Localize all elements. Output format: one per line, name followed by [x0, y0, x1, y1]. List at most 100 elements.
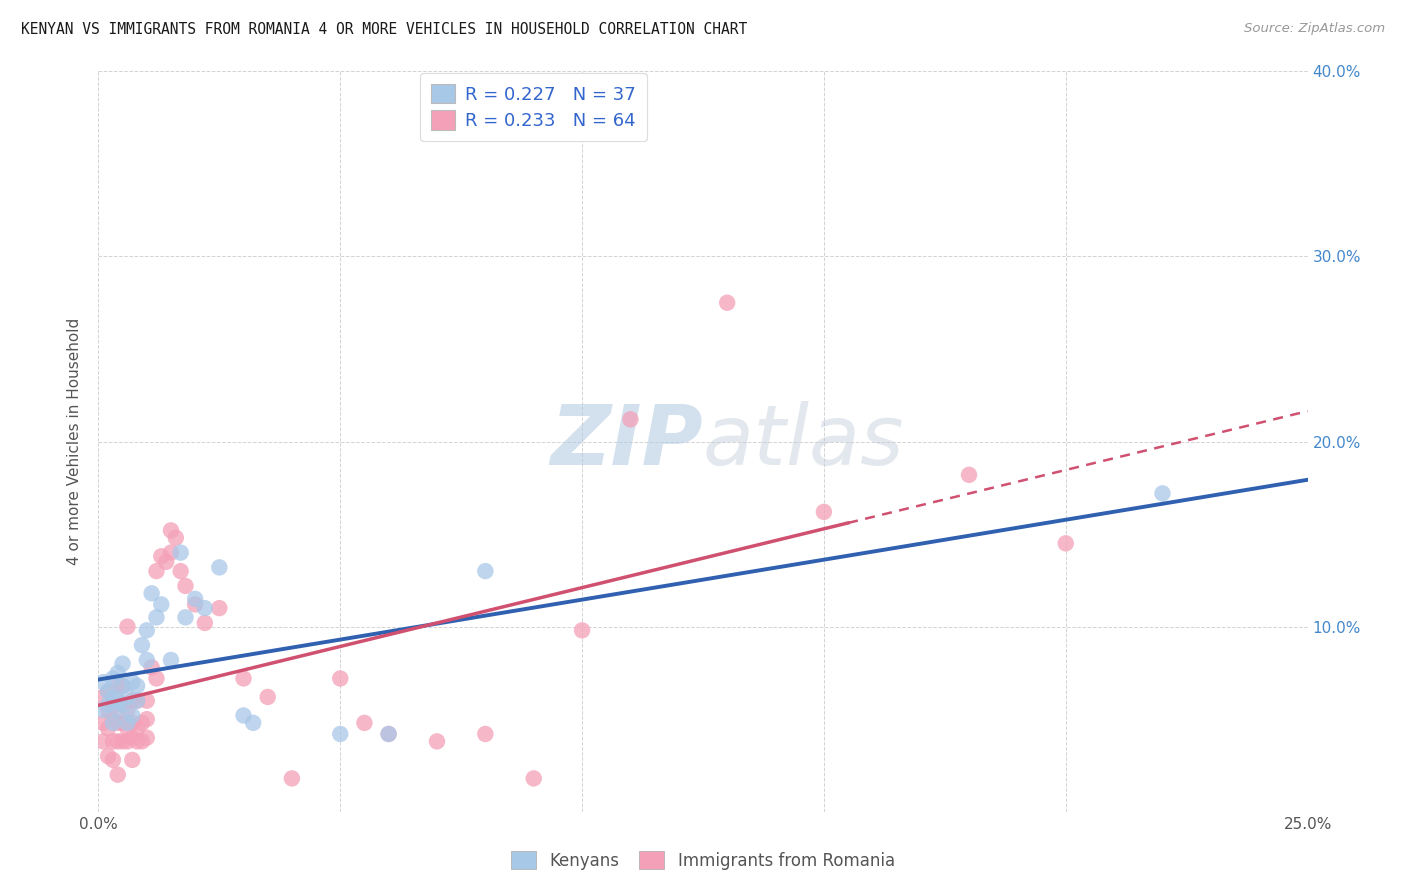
- Point: [131, 734, 153, 748]
- Point: [329, 672, 352, 686]
- Point: [117, 703, 139, 717]
- Point: [169, 545, 191, 560]
- Point: [135, 694, 157, 708]
- Point: [571, 624, 593, 638]
- Point: [111, 679, 134, 693]
- Point: [174, 579, 197, 593]
- Point: [101, 672, 124, 686]
- Point: [101, 753, 124, 767]
- Point: [107, 679, 129, 693]
- Point: [232, 672, 254, 686]
- Point: [174, 610, 197, 624]
- Text: Source: ZipAtlas.com: Source: ZipAtlas.com: [1244, 22, 1385, 36]
- Point: [91, 703, 114, 717]
- Point: [160, 545, 183, 560]
- Point: [107, 665, 129, 680]
- Point: [135, 712, 157, 726]
- Point: [91, 675, 114, 690]
- Text: ZIP: ZIP: [550, 401, 703, 482]
- Point: [232, 708, 254, 723]
- Point: [377, 727, 399, 741]
- Point: [353, 715, 375, 730]
- Point: [121, 675, 143, 690]
- Point: [957, 467, 980, 482]
- Point: [145, 610, 167, 624]
- Point: [121, 708, 143, 723]
- Point: [131, 715, 153, 730]
- Point: [194, 615, 217, 630]
- Point: [150, 549, 173, 564]
- Point: [97, 703, 120, 717]
- Point: [101, 734, 124, 748]
- Point: [208, 601, 231, 615]
- Point: [107, 694, 129, 708]
- Point: [141, 586, 163, 600]
- Point: [1152, 486, 1174, 500]
- Point: [97, 722, 120, 736]
- Point: [256, 690, 278, 704]
- Point: [97, 749, 120, 764]
- Point: [160, 653, 183, 667]
- Point: [155, 555, 177, 569]
- Point: [208, 560, 231, 574]
- Point: [107, 734, 129, 748]
- Point: [131, 638, 153, 652]
- Point: [107, 703, 129, 717]
- Point: [135, 653, 157, 667]
- Point: [474, 564, 496, 578]
- Point: [716, 295, 738, 310]
- Point: [426, 734, 449, 748]
- Point: [377, 727, 399, 741]
- Point: [145, 672, 167, 686]
- Point: [127, 722, 149, 736]
- Legend: R = 0.227   N = 37, R = 0.233   N = 64: R = 0.227 N = 37, R = 0.233 N = 64: [420, 73, 647, 141]
- Point: [135, 624, 157, 638]
- Point: [160, 524, 183, 538]
- Point: [813, 505, 835, 519]
- Point: [111, 679, 134, 693]
- Point: [169, 564, 191, 578]
- Point: [121, 731, 143, 745]
- Point: [111, 698, 134, 712]
- Point: [281, 772, 304, 786]
- Text: atlas: atlas: [703, 401, 904, 482]
- Point: [135, 731, 157, 745]
- Point: [91, 734, 114, 748]
- Point: [184, 598, 207, 612]
- Point: [127, 734, 149, 748]
- Point: [523, 772, 546, 786]
- Point: [97, 684, 120, 698]
- Point: [184, 591, 207, 606]
- Point: [101, 715, 124, 730]
- Point: [107, 715, 129, 730]
- Point: [127, 694, 149, 708]
- Point: [117, 715, 139, 730]
- Point: [474, 727, 496, 741]
- Point: [121, 694, 143, 708]
- Point: [107, 767, 129, 781]
- Point: [121, 753, 143, 767]
- Point: [111, 715, 134, 730]
- Point: [117, 734, 139, 748]
- Point: [91, 715, 114, 730]
- Point: [165, 531, 187, 545]
- Point: [91, 690, 114, 704]
- Point: [145, 564, 167, 578]
- Point: [329, 727, 352, 741]
- Point: [111, 734, 134, 748]
- Point: [97, 698, 120, 712]
- Y-axis label: 4 or more Vehicles in Household: 4 or more Vehicles in Household: [67, 318, 83, 566]
- Point: [101, 690, 124, 704]
- Point: [127, 679, 149, 693]
- Point: [107, 698, 129, 712]
- Point: [150, 598, 173, 612]
- Point: [117, 722, 139, 736]
- Point: [619, 412, 641, 426]
- Point: [194, 601, 217, 615]
- Point: [242, 715, 264, 730]
- Text: KENYAN VS IMMIGRANTS FROM ROMANIA 4 OR MORE VEHICLES IN HOUSEHOLD CORRELATION CH: KENYAN VS IMMIGRANTS FROM ROMANIA 4 OR M…: [21, 22, 748, 37]
- Legend: Kenyans, Immigrants from Romania: Kenyans, Immigrants from Romania: [505, 845, 901, 877]
- Point: [111, 657, 134, 671]
- Point: [101, 712, 124, 726]
- Point: [127, 694, 149, 708]
